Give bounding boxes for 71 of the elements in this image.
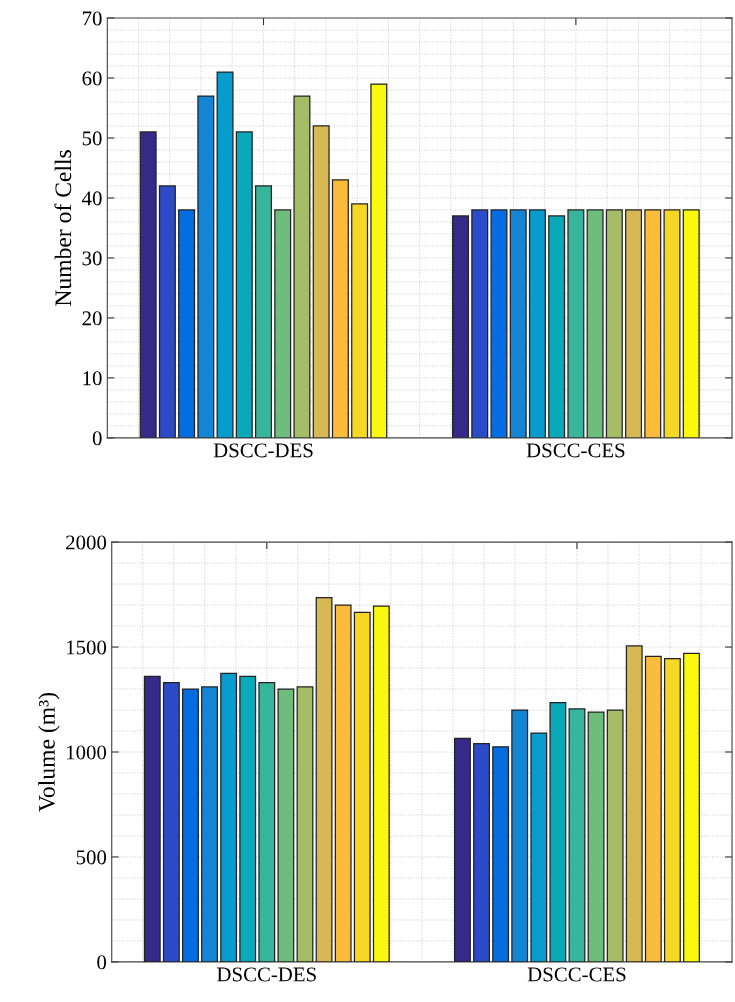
bar	[139, 131, 157, 438]
y-axis-title: Volume (m³)	[38, 692, 60, 812]
bar	[312, 125, 330, 438]
bar	[235, 131, 253, 438]
bar	[682, 209, 700, 438]
bar	[490, 209, 508, 438]
bar	[644, 655, 662, 962]
bar	[315, 597, 333, 962]
bar	[293, 95, 311, 438]
bar	[274, 209, 292, 438]
y-tick-label: 10	[83, 371, 102, 386]
bar	[353, 611, 371, 962]
y-tick-label: 70	[82, 11, 102, 26]
bar	[606, 709, 624, 962]
bar	[201, 686, 218, 962]
bar	[158, 185, 176, 438]
bar	[511, 709, 529, 962]
y-tick-label: 0	[97, 955, 107, 970]
bar	[452, 215, 470, 438]
bar	[351, 203, 369, 438]
bar	[370, 83, 388, 438]
bar	[331, 179, 349, 438]
bar	[220, 672, 238, 962]
bar	[334, 604, 352, 962]
y-tick-label: 0	[92, 431, 102, 446]
bar	[587, 711, 605, 962]
bar	[277, 688, 295, 962]
bar	[239, 675, 257, 962]
bar	[162, 682, 180, 962]
bar	[471, 209, 489, 438]
bar	[663, 657, 681, 962]
x-tick-label: DSCC-DES	[213, 443, 313, 458]
bar	[143, 675, 161, 962]
y-tick-label: 1000	[67, 745, 107, 760]
bar	[473, 742, 490, 962]
bar	[568, 708, 586, 962]
y-tick-label: 500	[76, 850, 107, 865]
bar	[625, 209, 643, 438]
y-tick-label: 40	[82, 191, 102, 206]
bar	[548, 215, 566, 438]
x-tick-label: DSCC-CES	[527, 967, 626, 982]
y-tick-label: 60	[82, 71, 102, 86]
y-tick-label: 1500	[67, 640, 107, 655]
y-tick-label: 20	[82, 311, 102, 326]
bar	[605, 209, 623, 438]
x-tick-label: DSCC-DES	[217, 967, 316, 982]
bar	[178, 209, 196, 438]
bar	[372, 605, 390, 962]
bar	[254, 185, 273, 438]
bar	[528, 209, 546, 438]
bar	[197, 95, 215, 438]
bar	[586, 209, 604, 438]
bar	[530, 732, 548, 962]
y-tick-label: 50	[82, 131, 102, 146]
bar	[567, 209, 585, 438]
bar	[663, 209, 681, 438]
bar	[683, 652, 700, 962]
y-axis-title: Number of Cells	[54, 150, 72, 306]
bar	[549, 702, 567, 962]
y-tick-label: 2000	[66, 535, 107, 550]
bar	[216, 71, 234, 438]
bar	[258, 682, 276, 962]
bar	[625, 645, 643, 962]
y-tick-label: 30	[82, 251, 102, 266]
bar	[296, 686, 314, 962]
x-tick-label: DSCC-CES	[526, 443, 625, 458]
bar	[644, 209, 662, 438]
bar	[509, 209, 527, 438]
bar	[182, 688, 199, 962]
bar	[492, 746, 510, 962]
bar	[453, 737, 471, 962]
